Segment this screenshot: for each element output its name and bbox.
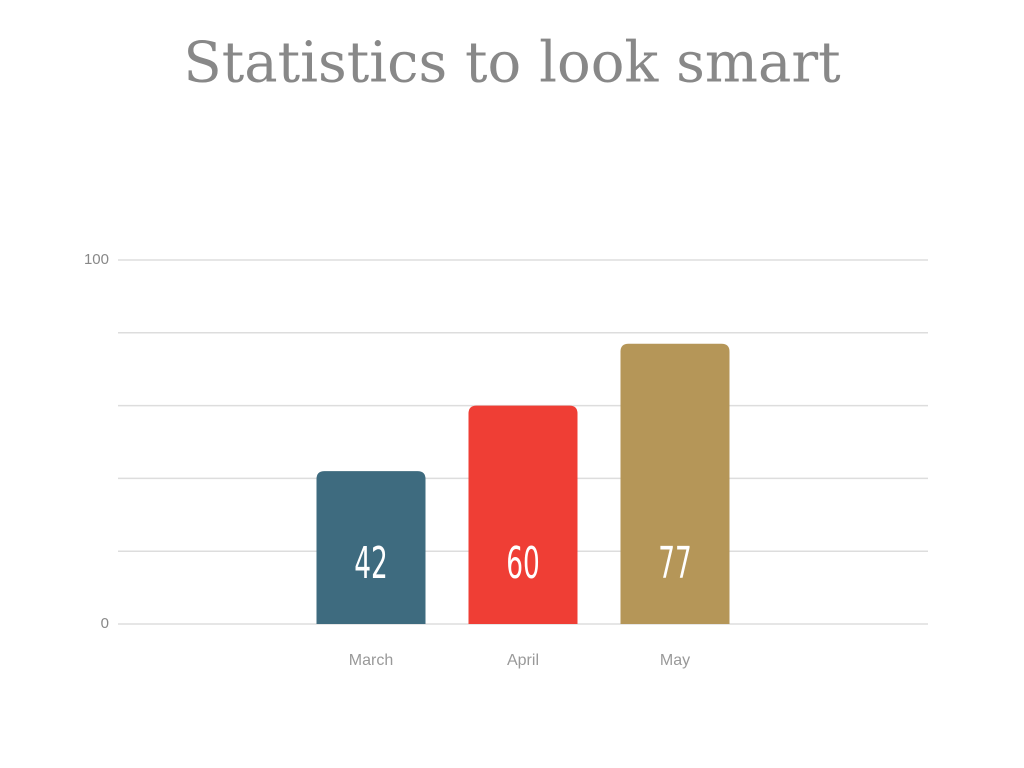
- y-tick-label: 0: [101, 615, 109, 632]
- x-tick-label: March: [349, 652, 393, 669]
- bar: [468, 405, 578, 624]
- x-tick-label: May: [660, 652, 690, 669]
- data-label: 42: [354, 537, 388, 589]
- bar: [316, 471, 426, 624]
- x-tick-label: April: [507, 652, 539, 669]
- chart-title: Statistics to look smart: [183, 31, 841, 96]
- data-label: 77: [658, 537, 692, 589]
- y-tick-label: 100: [84, 251, 109, 268]
- bar: [620, 343, 730, 624]
- data-label: 60: [506, 537, 540, 589]
